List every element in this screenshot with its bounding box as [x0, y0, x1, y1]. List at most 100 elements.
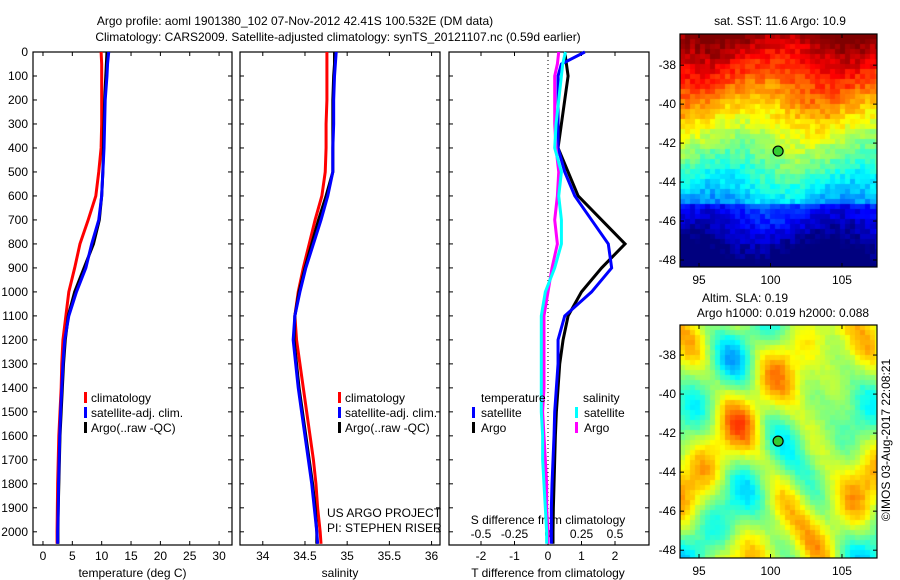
map-frame [679, 324, 878, 559]
map-x-tick-label: 100 [760, 273, 780, 287]
s-tick-label: -0.25 [501, 527, 529, 541]
map-y-tick-label: -42 [659, 136, 677, 150]
map-x-tick-label: 95 [692, 564, 706, 578]
legend-swatch [472, 407, 475, 418]
map-y-tick-label: -48 [659, 543, 677, 557]
profile-line-argo [56, 51, 109, 544]
x-tick-label: 36 [425, 549, 439, 563]
legend-label: satellite-adj. clim. [345, 406, 437, 420]
legend-swatch [338, 422, 341, 433]
legend-swatch [472, 422, 475, 433]
legend-swatch [84, 407, 87, 418]
map-x-tick-label: 100 [760, 564, 780, 578]
pi-text: PI: STEPHEN RISER [327, 521, 442, 535]
y-tick-label: 200 [8, 93, 28, 107]
y-tick-label: 1800 [1, 477, 28, 491]
sst-map-title: sat. SST: 11.6 Argo: 10.9 [714, 14, 846, 28]
legend-label: satellite [481, 406, 522, 420]
argo-location-marker [772, 145, 784, 157]
y-tick-label: 1400 [1, 381, 28, 395]
map-y-tick-label: -48 [659, 253, 677, 267]
x-axis-label: temperature (deg C) [78, 566, 186, 580]
x-tick-label: 35 [340, 549, 354, 563]
x-tick-label: 30 [212, 549, 226, 563]
map-y-tick-label: -38 [659, 58, 677, 72]
legend-swatch [575, 422, 578, 433]
legend-title: temperature [481, 391, 546, 405]
map-y-tick-label: -44 [659, 175, 677, 189]
panel-3-frame [448, 51, 650, 546]
sla-map-title: Altim. SLA: 0.19 [702, 291, 788, 305]
map-y-tick-label: -46 [659, 504, 677, 518]
diff-line-s-argo [541, 51, 561, 544]
map-y-tick-label: -38 [659, 348, 677, 362]
panel-1-frame [32, 51, 233, 546]
x-tick-label: 10 [95, 549, 109, 563]
x-tick-label: -2 [476, 549, 487, 563]
legend-title: salinity [583, 391, 620, 405]
argo-location-marker [772, 435, 784, 447]
legend-label: Argo [584, 421, 610, 435]
diff-line-s-satellite [539, 51, 567, 544]
diff-line-t-argo [551, 51, 628, 544]
y-tick-label: 1000 [1, 285, 28, 299]
title-line1: Argo profile: aoml 1901380_102 07-Nov-20… [97, 14, 493, 28]
map-frame [679, 33, 878, 268]
map-y-tick-label: -40 [659, 387, 677, 401]
credit-text: US ARGO PROJECT [327, 506, 442, 520]
s-tick-label: -0.5 [471, 527, 492, 541]
y-tick-label: 1900 [1, 501, 28, 515]
y-tick-label: 500 [8, 165, 28, 179]
map-x-tick-label: 105 [832, 564, 852, 578]
x-tick-label: 1 [578, 549, 585, 563]
x-tick-label: 25 [183, 549, 197, 563]
x-axis-label: T difference from climatology [471, 566, 625, 580]
x-tick-label: 2 [612, 549, 619, 563]
x-tick-label: 34 [256, 549, 270, 563]
map-y-tick-label: -46 [659, 214, 677, 228]
y-tick-label: 2000 [1, 525, 28, 539]
panel-2-frame [239, 51, 441, 546]
legend-swatch [84, 392, 87, 403]
legend-swatch [338, 407, 341, 418]
x-tick-label: 35.5 [378, 549, 402, 563]
x-tick-label: 34.5 [293, 549, 317, 563]
legend-label: Argo(..raw -QC) [345, 421, 430, 435]
x-axis-label: salinity [322, 566, 359, 580]
y-tick-label: 300 [8, 117, 28, 131]
legend-label: Argo(..raw -QC) [91, 421, 176, 435]
profile-line-satellite-adj. [56, 51, 111, 544]
legend-swatch [575, 407, 578, 418]
legend-label: satellite [584, 406, 625, 420]
legend-swatch [84, 422, 87, 433]
legend-label: satellite-adj. clim. [91, 406, 183, 420]
s-tick-label: 0.25 [570, 527, 594, 541]
sla-map-subtitle: Argo h1000: 0.019 h2000: 0.088 [697, 306, 869, 320]
y-tick-label: 600 [8, 189, 28, 203]
map-y-tick-label: -40 [659, 97, 677, 111]
legend-swatch [338, 392, 341, 403]
x-tick-label: 0 [40, 549, 47, 563]
y-tick-label: 1200 [1, 333, 28, 347]
profile-line-climatology [55, 51, 104, 544]
legend-label: Argo [481, 421, 507, 435]
title-line2: Climatology: CARS2009. Satellite-adjuste… [95, 30, 580, 44]
x-tick-label: 15 [124, 549, 138, 563]
y-tick-label: 400 [8, 141, 28, 155]
x-tick-label: 5 [69, 549, 76, 563]
y-tick-label: 900 [8, 261, 28, 275]
y-tick-label: 800 [8, 237, 28, 251]
map-x-tick-label: 95 [692, 273, 706, 287]
map-x-tick-label: 105 [832, 273, 852, 287]
legend-label: climatology [345, 391, 405, 405]
x-tick-label: -1 [509, 549, 520, 563]
y-tick-label: 1300 [1, 357, 28, 371]
x-tick-label: 0 [545, 549, 552, 563]
map-y-tick-label: -42 [659, 426, 677, 440]
y-tick-label: 100 [8, 69, 28, 83]
y-tick-label: 1100 [2, 309, 28, 323]
legend-label: climatology [91, 391, 151, 405]
y-tick-label: 700 [8, 213, 28, 227]
